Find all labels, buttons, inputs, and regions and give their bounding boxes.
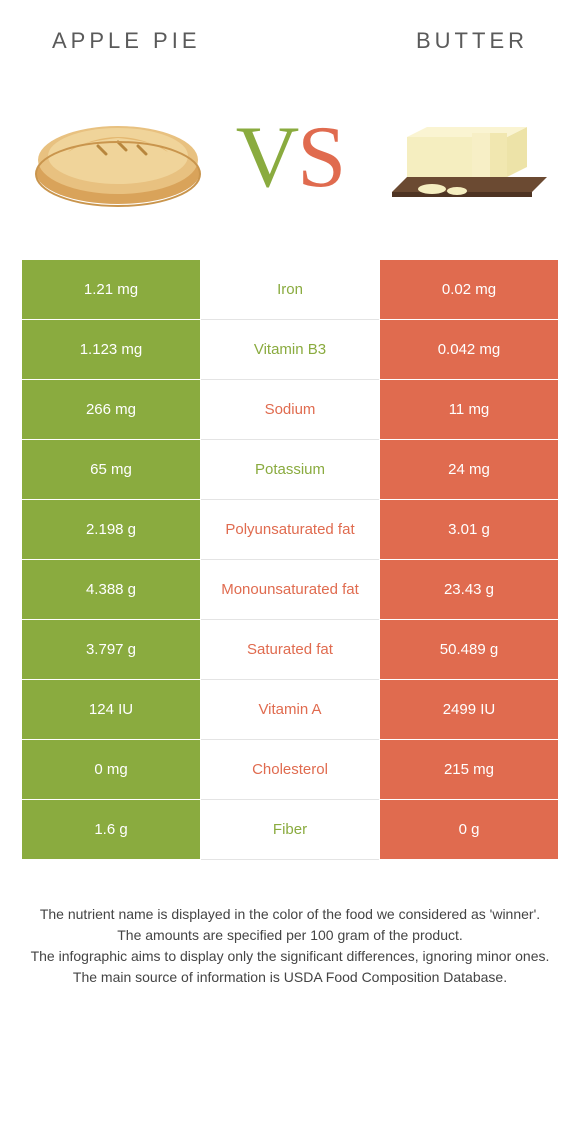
footer-line: The infographic aims to display only the…	[26, 946, 554, 967]
footer-line: The amounts are specified per 100 gram o…	[26, 925, 554, 946]
right-value: 2499 IU	[379, 680, 558, 740]
left-value: 1.123 mg	[22, 320, 201, 380]
nutrient-name: Polyunsaturated fat	[201, 500, 379, 560]
right-value: 0 g	[379, 800, 558, 860]
table-row: 2.198 gPolyunsaturated fat3.01 g	[22, 500, 558, 560]
apple-pie-image	[28, 87, 208, 227]
right-value: 0.042 mg	[379, 320, 558, 380]
left-value: 266 mg	[22, 380, 201, 440]
vs-label: VS	[236, 107, 345, 208]
nutrient-name: Cholesterol	[201, 740, 379, 800]
right-value: 215 mg	[379, 740, 558, 800]
vs-v: V	[236, 109, 298, 206]
left-value: 1.6 g	[22, 800, 201, 860]
table-row: 65 mgPotassium24 mg	[22, 440, 558, 500]
nutrient-name: Monounsaturated fat	[201, 560, 379, 620]
nutrient-name: Fiber	[201, 800, 379, 860]
footer-line: The nutrient name is displayed in the co…	[26, 904, 554, 925]
header: Apple Pie Butter	[22, 28, 558, 54]
nutrient-name: Potassium	[201, 440, 379, 500]
right-value: 11 mg	[379, 380, 558, 440]
nutrient-name: Sodium	[201, 380, 379, 440]
table-row: 0 mgCholesterol215 mg	[22, 740, 558, 800]
right-value: 0.02 mg	[379, 260, 558, 320]
right-value: 3.01 g	[379, 500, 558, 560]
butter-image	[372, 87, 552, 227]
right-value: 24 mg	[379, 440, 558, 500]
table-row: 1.21 mgIron0.02 mg	[22, 260, 558, 320]
table-row: 3.797 gSaturated fat50.489 g	[22, 620, 558, 680]
table-row: 266 mgSodium11 mg	[22, 380, 558, 440]
left-value: 124 IU	[22, 680, 201, 740]
table-row: 1.123 mgVitamin B30.042 mg	[22, 320, 558, 380]
images-row: VS	[22, 82, 558, 232]
right-value: 50.489 g	[379, 620, 558, 680]
title-right: Butter	[416, 28, 528, 54]
nutrient-name: Vitamin B3	[201, 320, 379, 380]
table-row: 1.6 gFiber0 g	[22, 800, 558, 860]
footer-notes: The nutrient name is displayed in the co…	[22, 904, 558, 988]
left-value: 4.388 g	[22, 560, 201, 620]
left-value: 1.21 mg	[22, 260, 201, 320]
nutrient-name: Iron	[201, 260, 379, 320]
nutrient-name: Vitamin A	[201, 680, 379, 740]
left-value: 2.198 g	[22, 500, 201, 560]
right-value: 23.43 g	[379, 560, 558, 620]
comparison-table: 1.21 mgIron0.02 mg1.123 mgVitamin B30.04…	[22, 260, 558, 860]
nutrient-name: Saturated fat	[201, 620, 379, 680]
vs-s: S	[297, 109, 344, 206]
title-left: Apple Pie	[52, 28, 201, 54]
left-value: 3.797 g	[22, 620, 201, 680]
table-row: 4.388 gMonounsaturated fat23.43 g	[22, 560, 558, 620]
table-row: 124 IUVitamin A2499 IU	[22, 680, 558, 740]
left-value: 65 mg	[22, 440, 201, 500]
footer-line: The main source of information is USDA F…	[26, 967, 554, 988]
left-value: 0 mg	[22, 740, 201, 800]
